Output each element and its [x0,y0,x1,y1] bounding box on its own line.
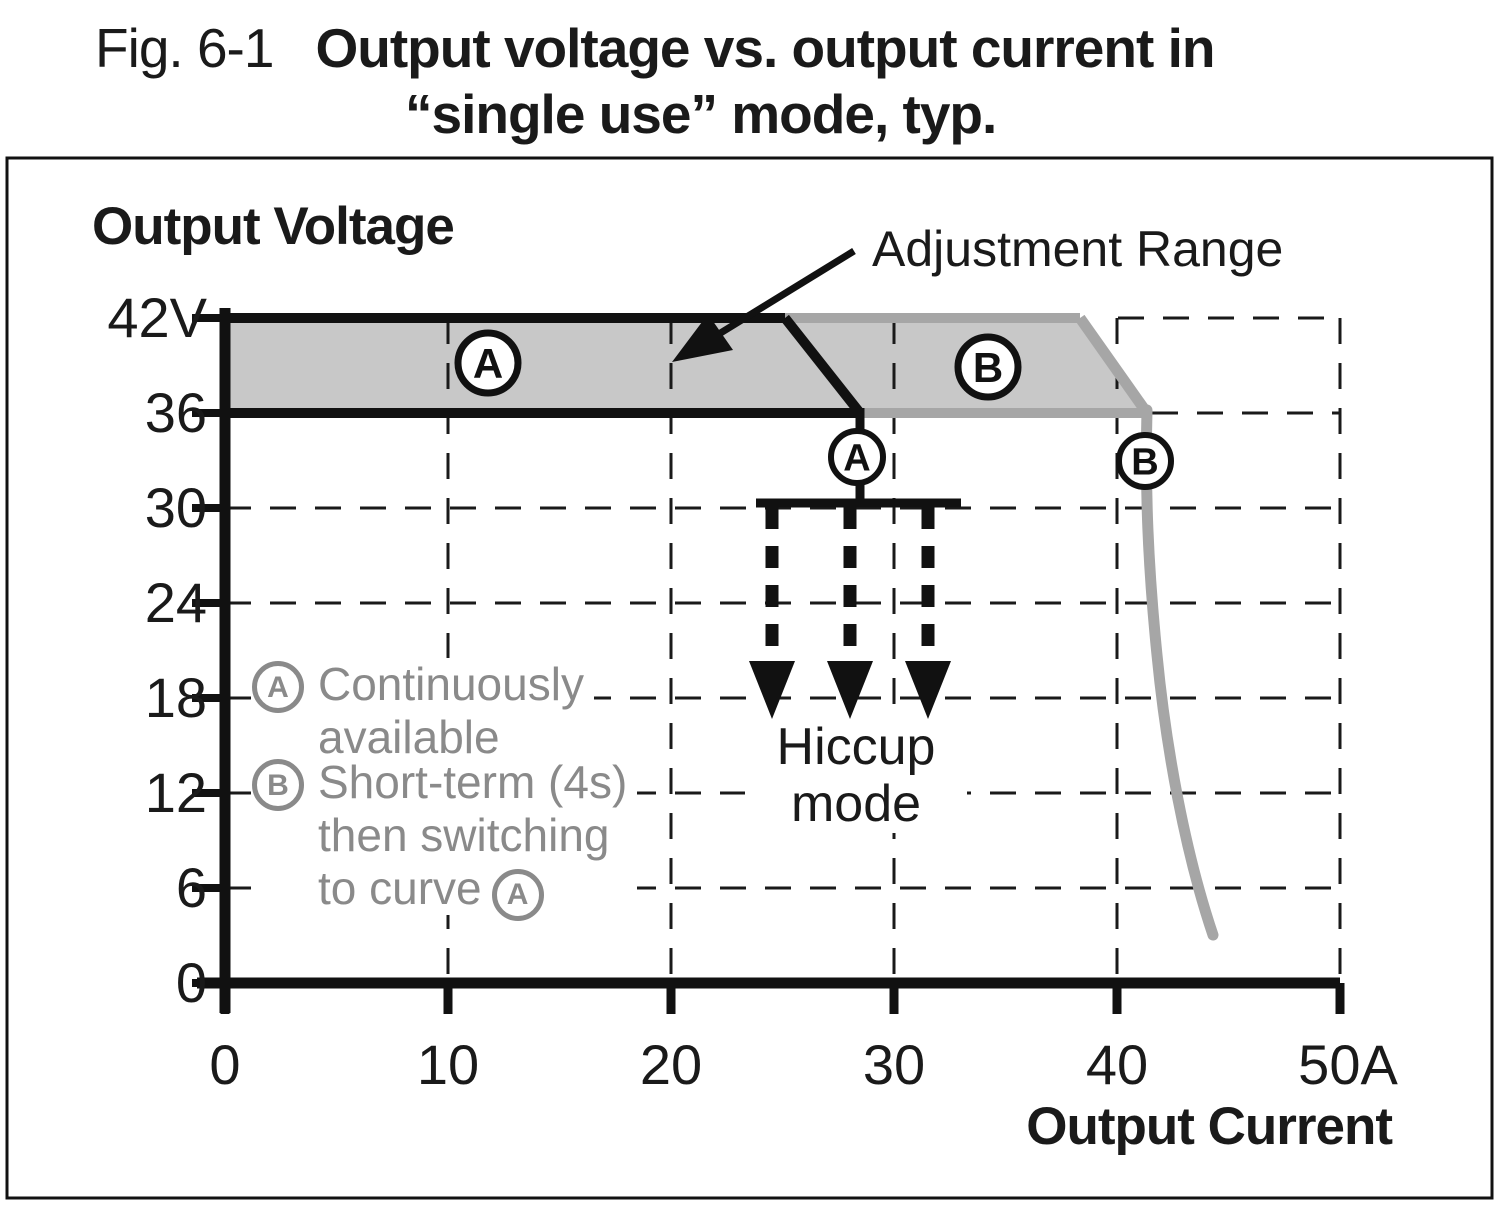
legend-a-line1: Continuously [318,658,584,710]
legend-b-circled-icon: B [252,759,304,811]
figure-caption: Fig. 6-1 Output voltage vs. output curre… [95,16,1215,80]
svg-text:B: B [973,344,1003,391]
hiccup-line2: mode [790,775,922,833]
band-a-marker: A [454,329,522,397]
curve-a-diagonal [781,314,864,417]
svg-text:A: A [473,340,503,387]
figure-title-line2: “single use” mode, typ. [405,83,997,145]
x-tick-20: 20 [639,1033,703,1096]
y-tick-36: 36 [144,381,207,444]
y-tick-0: 0 [175,951,207,1014]
y-tick-6: 6 [175,856,207,919]
hiccup-mode-group [749,498,961,719]
legend-b-line1: Short-term (4s) [318,756,628,808]
legend-a-line2: available [318,711,500,763]
curve-b-marker: B [1116,432,1174,490]
y-tick-42v: 42V [107,286,207,349]
adjustment-range-band [225,318,1147,413]
hiccup-arrow-heads [749,661,951,719]
legend-b-line3: to curve A [318,862,627,921]
x-axis-ticks [220,983,1345,1014]
chart-frame [5,156,1494,1200]
axes [192,308,1345,1014]
x-tick-10: 10 [416,1033,480,1096]
x-tick-0: 0 [209,1033,241,1096]
curve-a-marker: A [828,428,886,486]
legend-entry-b: B Short-term (4s) then switching to curv… [252,756,638,921]
y-tick-18: 18 [144,666,207,729]
x-axis-title: Output Current [1026,1097,1393,1156]
pointer-arrowhead-icon [672,314,733,362]
hiccup-arrow-shafts [765,507,935,668]
y-tick-12: 12 [144,761,207,824]
x-tick-30: 30 [862,1033,926,1096]
x-tick-40: 40 [1085,1033,1149,1096]
pointer-line [712,248,856,340]
curve-b-foldback [1140,404,1219,941]
markers: A B A B [454,329,1174,490]
legend-b-text: Short-term (4s) then switching to curve A [318,756,628,921]
x-tick-50a: 50A [1298,1033,1398,1096]
legend-b-line3-text: to curve [318,862,482,914]
curve-b-diagonal [1075,314,1152,417]
y-axis-title: Output Voltage [92,197,455,256]
svg-text:A: A [843,438,870,480]
figure-number: Fig. 6-1 [95,17,274,79]
legend-b-line2: then switching [318,809,610,861]
figure-title-line1: Output voltage vs. output current in [315,17,1215,79]
legend-a-text: Continuously available [318,658,584,764]
hiccup-line1: Hiccup [776,718,936,776]
adjustment-range-pointer [672,248,856,362]
y-tick-30: 30 [144,476,207,539]
hiccup-mode-label: Hiccup mode [745,719,967,833]
adjustment-range-label: Adjustment Range [872,221,1284,277]
band-b-marker: B [954,333,1022,401]
legend-entry-a: A Continuously available [252,658,594,764]
legend-b-curve-a-circled-icon: A [491,868,544,921]
svg-text:B: B [1131,442,1158,484]
y-tick-24: 24 [144,571,207,634]
legend-a-circled-icon: A [252,661,304,713]
